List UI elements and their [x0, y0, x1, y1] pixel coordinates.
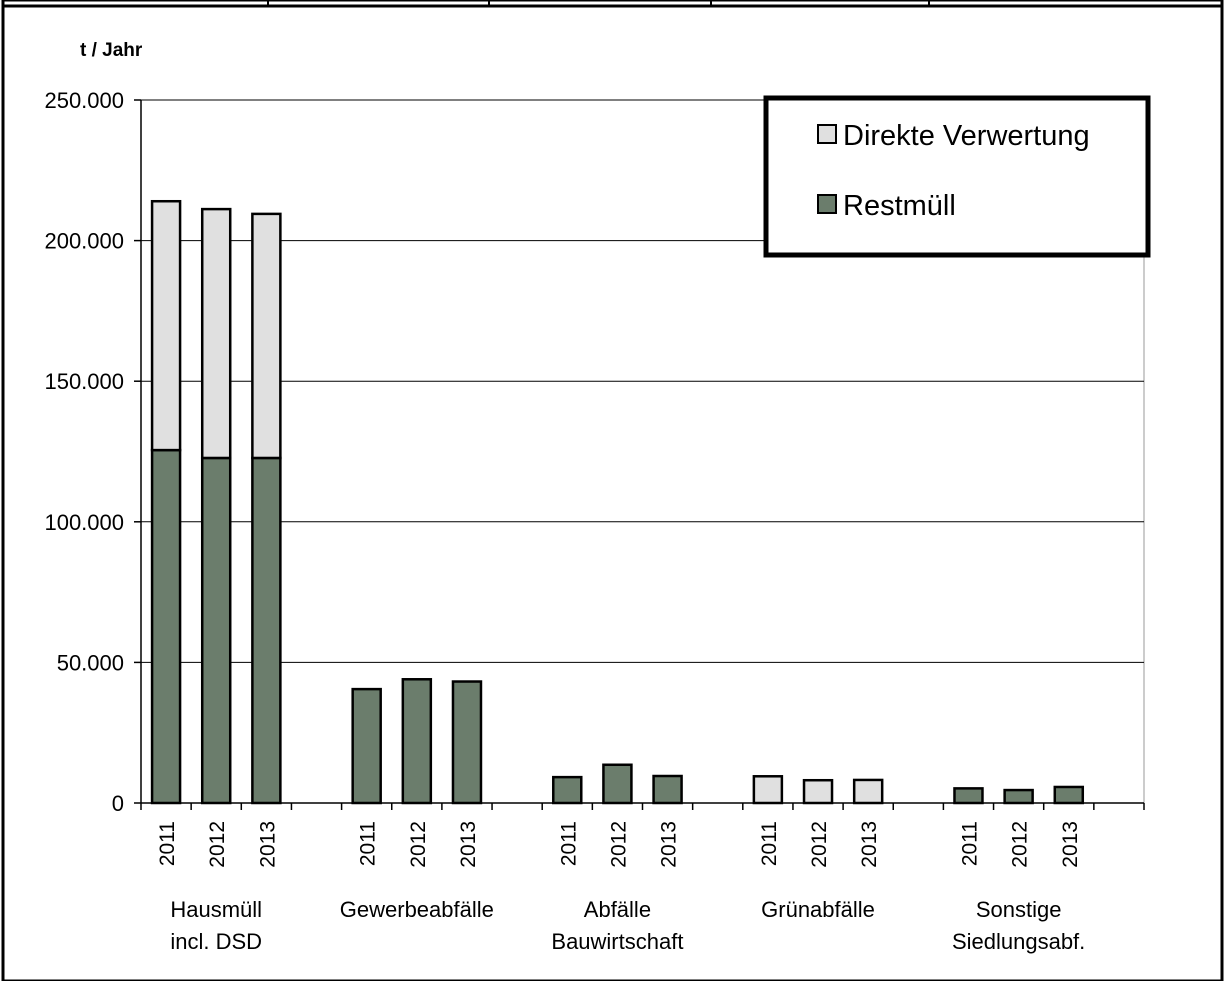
- x-tick-label: 2011: [557, 821, 580, 866]
- bars: [150, 199, 1085, 805]
- bar-restmüll: [200, 456, 232, 805]
- bar-restmüll: [1053, 785, 1085, 805]
- bar-restmüll: [602, 763, 633, 805]
- category-label: Hausmüll: [170, 897, 262, 922]
- bar-restmüll: [1003, 788, 1034, 805]
- x-tick-label: 2011: [357, 821, 380, 866]
- x-tick-label: 2013: [457, 821, 480, 868]
- x-tick-label: 2013: [658, 821, 681, 868]
- y-axis-label: t / Jahr: [80, 40, 143, 61]
- bar-direkte-verwertung: [752, 775, 784, 805]
- y-tick-labels: 0 50.000 100.000 150.000 200.000 250.000: [44, 88, 124, 816]
- y-tick-label: 100.000: [44, 510, 124, 535]
- bar-restmüll: [351, 687, 382, 805]
- legend: Direkte Verwertung Restmüll: [763, 95, 1151, 258]
- bar-restmüll: [251, 456, 282, 805]
- bar-direkte-verwertung: [150, 199, 182, 452]
- axes: [134, 99, 1145, 810]
- legend-label: Restmüll: [843, 190, 956, 222]
- y-tick-label: 50.000: [57, 650, 124, 675]
- y-tick-label: 150.000: [44, 369, 124, 394]
- category-label: incl. DSD: [170, 929, 262, 954]
- category-label: Gewerbeabfälle: [340, 897, 494, 922]
- bar-direkte-verwertung: [200, 207, 232, 460]
- legend-label: Direkte Verwertung: [843, 120, 1090, 152]
- bar-restmüll: [953, 787, 984, 805]
- category-label: Grünabfälle: [761, 897, 875, 922]
- y-tick-label: 250.000: [44, 88, 124, 113]
- bar-restmüll: [652, 774, 683, 805]
- x-tick-labels: 2011 2012 2013 2011 2012 2013 2011 2012 2013 2011…: [156, 821, 1082, 868]
- x-tick-label: 2013: [256, 821, 279, 868]
- x-tick-label: 2011: [758, 821, 781, 866]
- legend-swatch: [817, 124, 837, 144]
- category-label: Abfälle: [584, 897, 651, 922]
- y-tick-label: 200.000: [44, 229, 124, 254]
- y-tick-label: 0: [112, 791, 124, 816]
- x-tick-label: 2012: [808, 821, 831, 868]
- category-label: Bauwirtschaft: [551, 929, 683, 954]
- x-tick-label: 2012: [1009, 821, 1032, 868]
- x-tick-label: 2013: [1059, 821, 1082, 868]
- bar-restmüll: [150, 448, 182, 805]
- bar-direkte-verwertung: [802, 778, 834, 805]
- x-tick-label: 2011: [156, 821, 179, 866]
- category-labels: Hausmüll incl. DSD Gewerbeabfälle Abfälle Ba…: [170, 897, 1085, 954]
- bar-restmüll: [552, 775, 583, 805]
- x-tick-label: 2012: [607, 821, 630, 868]
- x-tick-label: 2013: [858, 821, 881, 868]
- legend-swatch: [817, 194, 837, 214]
- bar-direkte-verwertung: [852, 778, 884, 805]
- category-label: Sonstige: [976, 897, 1062, 922]
- bar-restmüll: [401, 678, 433, 805]
- x-tick-label: 2012: [407, 821, 430, 868]
- bar-restmüll: [451, 680, 483, 805]
- category-label: Siedlungsabf.: [952, 929, 1085, 954]
- x-tick-label: 2011: [958, 821, 981, 866]
- bar-direkte-verwertung: [251, 212, 282, 460]
- x-tick-label: 2012: [206, 821, 229, 868]
